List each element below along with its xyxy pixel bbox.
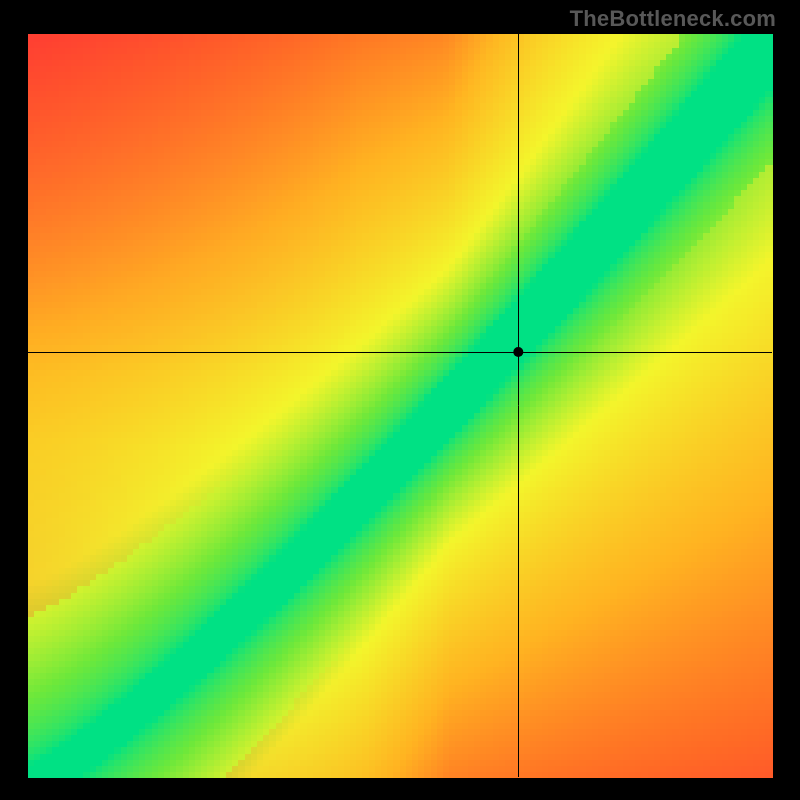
attribution-text: TheBottleneck.com <box>570 6 776 32</box>
bottleneck-heatmap <box>0 0 800 800</box>
